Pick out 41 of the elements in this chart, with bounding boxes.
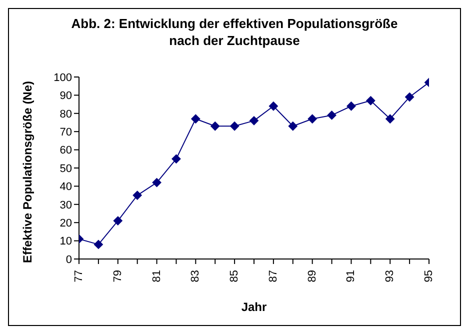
x-tick-label: 77: [73, 270, 85, 282]
y-tick-label: 90: [60, 90, 72, 102]
x-tick-label: 95: [423, 270, 435, 282]
y-tick-label: 40: [60, 181, 72, 194]
x-tick-label: 93: [384, 270, 396, 282]
chart-title: Abb. 2: Entwicklung der effektiven Populationsgröße nach der Zuchtpause: [70, 15, 399, 49]
y-axis-title: Effektive Populationsgröße (Ne): [20, 80, 34, 263]
x-tick-label: 87: [267, 270, 280, 282]
point: [386, 114, 395, 124]
y-tick-label: 100: [54, 72, 72, 84]
point: [366, 96, 376, 106]
y-tick-label: 50: [60, 162, 72, 175]
y-tick-label: 80: [60, 108, 72, 120]
point: [94, 240, 103, 249]
y-tick-label: 70: [60, 126, 72, 139]
x-tick-label: 85: [228, 270, 241, 282]
x-tick-label: 91: [345, 270, 358, 282]
point: [172, 154, 181, 164]
point: [308, 114, 317, 124]
point: [113, 216, 122, 226]
x-tick-label: 83: [190, 270, 202, 282]
point: [230, 122, 240, 131]
x-axis-title: Jahr: [241, 300, 267, 314]
y-tick-label: 0: [66, 254, 72, 266]
x-tick-label: 79: [112, 270, 124, 282]
point: [210, 122, 220, 131]
point: [346, 102, 356, 111]
x-tick-label: 89: [306, 270, 318, 282]
point: [327, 110, 336, 120]
point: [268, 102, 278, 111]
point: [191, 114, 200, 124]
point: [132, 190, 142, 200]
point: [152, 178, 162, 188]
point: [405, 92, 414, 102]
y-tick-label: 10: [60, 236, 72, 248]
point: [288, 122, 298, 131]
point: [250, 116, 258, 126]
y-tick-label: 20: [60, 218, 72, 230]
y-tick-label: 60: [60, 144, 72, 157]
y-tick-label: 30: [60, 199, 72, 212]
x-tick-label: 81: [150, 270, 163, 282]
